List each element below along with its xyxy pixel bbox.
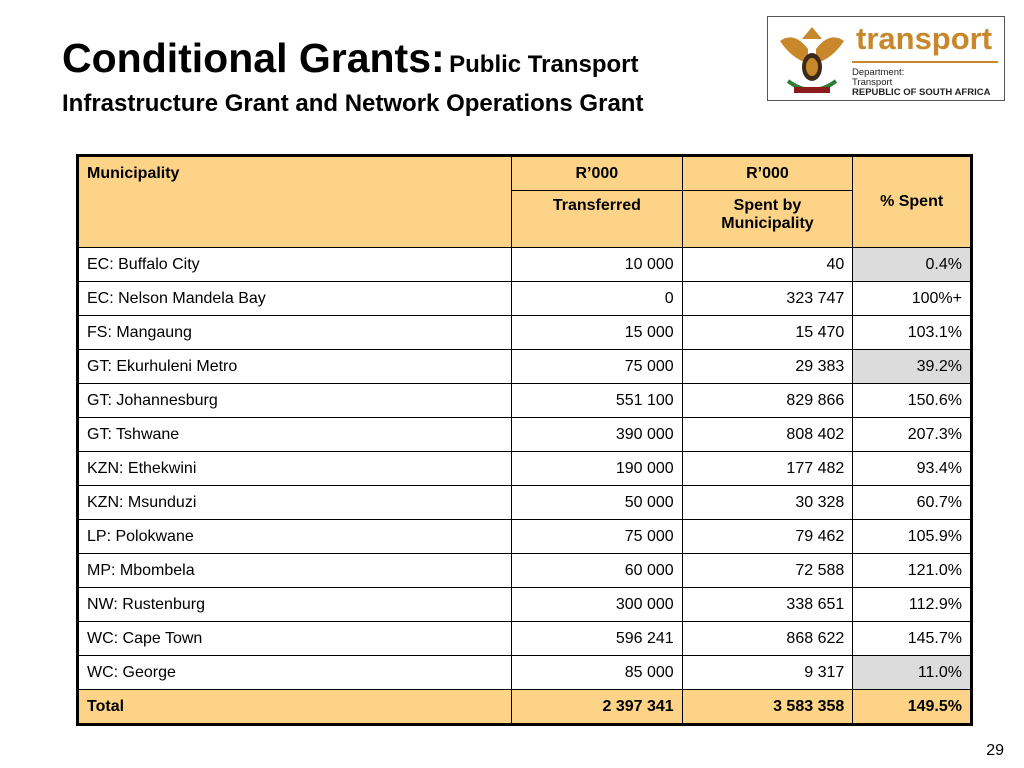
cell: KZN: Ethekwini [76,451,513,486]
data-row: GT: Ekurhuleni Metro 75 000 29 383 39.2% [76,349,972,384]
cell: 868 622 [681,621,854,656]
cell: 15 000 [511,315,683,350]
cell: 30 328 [681,485,854,520]
data-row: FS: Mangaung 15 000 15 470 103.1% [76,315,972,350]
cell: 85 000 [511,655,683,690]
data-row: NW: Rustenburg 300 000 338 651 112.9% [76,587,972,622]
cell: GT: Ekurhuleni Metro [76,349,513,384]
data-row: KZN: Ethekwini 190 000 177 482 93.4% [76,451,972,486]
cell: FS: Mangaung [76,315,513,350]
cell: 10 000 [511,247,683,282]
cell: 29 383 [681,349,854,384]
cell: 2 397 341 [511,689,683,725]
title-suffix: Public Transport [449,51,639,78]
cell: 300 000 [511,587,683,622]
cell: 39.2% [852,349,972,384]
cell: GT: Tshwane [76,417,513,452]
cell: EC: Nelson Mandela Bay [76,281,513,316]
header-cell: R’000 [511,155,683,191]
cell: 149.5% [852,689,972,725]
header-cell: R’000 [681,155,854,191]
cell: 15 470 [681,315,854,350]
cell: 112.9% [852,587,972,622]
cell: 0 [511,281,683,316]
data-row: LP: Polokwane 75 000 79 462 105.9% [76,519,972,554]
cell: 75 000 [511,349,683,384]
cell: 338 651 [681,587,854,622]
cell: 207.3% [852,417,972,452]
cell: 40 [681,247,854,282]
title-main: Conditional Grants: [62,35,445,81]
cell: 11.0% [852,655,972,690]
data-row: WC: George 85 000 9 317 11.0% [76,655,972,690]
subtitle: Infrastructure Grant and Network Operati… [62,90,644,117]
cell: 105.9% [852,519,972,554]
cell: LP: Polokwane [76,519,513,554]
cell: 50 000 [511,485,683,520]
cell: 3 583 358 [681,689,854,725]
data-row: GT: Tshwane 390 000 808 402 207.3% [76,417,972,452]
cell: 72 588 [681,553,854,588]
cell: 808 402 [681,417,854,452]
cell: 121.0% [852,553,972,588]
total-row: Total 2 397 341 3 583 358 149.5% [76,689,972,725]
cell: 60.7% [852,485,972,520]
cell: 60 000 [511,553,683,588]
logo-rule [852,61,998,63]
logo-name: transport [856,21,993,56]
cell: NW: Rustenburg [76,587,513,622]
logo-line: Department: [852,67,905,78]
cell: WC: Cape Town [76,621,513,656]
cell: 829 866 [681,383,854,418]
cell: 100%+ [852,281,972,316]
header-cell: Transferred [511,190,683,248]
cell: EC: Buffalo City [76,247,513,282]
header-cell: % Spent [852,155,972,248]
table-body: Municipality R’000 R’000 % Spent Transfe… [76,155,972,725]
cell: 145.7% [852,621,972,656]
page-number: 29 [986,742,1004,759]
logo: transport Department: Transport REPUBLIC… [767,16,1005,101]
table: Municipality R’000 R’000 % Spent Transfe… [76,154,973,726]
header-cell: Municipality [76,155,513,248]
cell: 150.6% [852,383,972,418]
data-row: EC: Nelson Mandela Bay 0 323 747 100%+ [76,281,972,316]
cell: 93.4% [852,451,972,486]
logo-line: Transport [852,77,893,88]
cell: 596 241 [511,621,683,656]
emblem [780,27,844,93]
data-row: KZN: Msunduzi 50 000 30 328 60.7% [76,485,972,520]
cell: 9 317 [681,655,854,690]
header-cell: Spent by Municipality [681,190,854,248]
data-row: MP: Mbombela 60 000 72 588 121.0% [76,553,972,588]
cell: 75 000 [511,519,683,554]
cell: Total [76,689,513,725]
data-row: WC: Cape Town 596 241 868 622 145.7% [76,621,972,656]
cell: MP: Mbombela [76,553,513,588]
cell: GT: Johannesburg [76,383,513,418]
header-row: Municipality R’000 R’000 % Spent [76,155,972,248]
cell: WC: George [76,655,513,690]
data-row: EC: Buffalo City 10 000 40 0.4% [76,247,972,282]
cell: 323 747 [681,281,854,316]
cell: 103.1% [852,315,972,350]
logo-line: REPUBLIC OF SOUTH AFRICA [852,87,991,98]
data-row: GT: Johannesburg 551 100 829 866 150.6% [76,383,972,418]
cell: 79 462 [681,519,854,554]
header-row: Transferred Spent by Municipality [78,190,972,248]
cell: KZN: Msunduzi [76,485,513,520]
cell: 177 482 [681,451,854,486]
title: Conditional Grants: Public Transport [62,38,638,79]
cell: 0.4% [852,247,972,282]
cell: 551 100 [511,383,683,418]
cell: 390 000 [511,417,683,452]
cell: 190 000 [511,451,683,486]
